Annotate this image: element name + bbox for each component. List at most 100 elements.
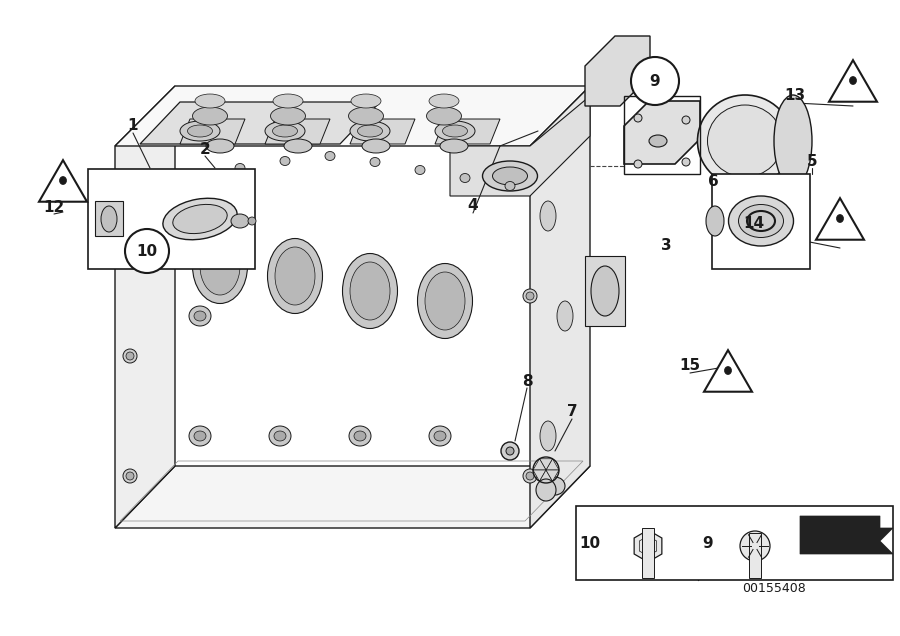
Ellipse shape — [235, 163, 245, 172]
Ellipse shape — [195, 94, 225, 108]
Polygon shape — [530, 86, 590, 528]
Polygon shape — [704, 350, 752, 392]
Polygon shape — [90, 216, 145, 251]
Polygon shape — [180, 119, 245, 144]
Ellipse shape — [557, 301, 573, 331]
Ellipse shape — [275, 247, 315, 305]
Ellipse shape — [418, 263, 472, 338]
Ellipse shape — [429, 426, 451, 446]
Ellipse shape — [429, 94, 459, 108]
Polygon shape — [39, 160, 87, 202]
Ellipse shape — [523, 469, 537, 483]
Ellipse shape — [350, 262, 390, 320]
Text: 10: 10 — [580, 536, 600, 551]
Polygon shape — [829, 60, 877, 102]
Ellipse shape — [415, 165, 425, 174]
Ellipse shape — [435, 121, 475, 141]
Ellipse shape — [126, 352, 134, 360]
Ellipse shape — [126, 232, 134, 240]
Polygon shape — [533, 459, 546, 470]
Ellipse shape — [265, 121, 305, 141]
Ellipse shape — [189, 306, 211, 326]
Text: 12: 12 — [43, 200, 65, 216]
Ellipse shape — [350, 121, 390, 141]
Ellipse shape — [706, 206, 724, 236]
Ellipse shape — [482, 161, 537, 191]
Ellipse shape — [248, 217, 256, 225]
Ellipse shape — [540, 201, 556, 231]
Ellipse shape — [173, 204, 227, 233]
Ellipse shape — [269, 426, 291, 446]
Polygon shape — [115, 466, 590, 528]
Ellipse shape — [273, 94, 303, 108]
Ellipse shape — [343, 254, 398, 329]
Ellipse shape — [836, 214, 843, 223]
Ellipse shape — [425, 272, 465, 330]
Ellipse shape — [273, 125, 298, 137]
Circle shape — [631, 57, 679, 105]
Ellipse shape — [267, 238, 322, 314]
Ellipse shape — [540, 421, 556, 451]
Ellipse shape — [351, 94, 381, 108]
Ellipse shape — [707, 105, 782, 177]
Ellipse shape — [634, 160, 642, 168]
Ellipse shape — [189, 426, 211, 446]
Ellipse shape — [190, 172, 200, 181]
Ellipse shape — [634, 114, 642, 122]
Ellipse shape — [526, 472, 534, 480]
Ellipse shape — [325, 151, 335, 160]
Text: 8: 8 — [522, 373, 532, 389]
Polygon shape — [546, 470, 559, 481]
Text: 3: 3 — [661, 238, 671, 254]
Polygon shape — [450, 96, 590, 196]
Polygon shape — [140, 102, 380, 144]
Ellipse shape — [682, 158, 690, 166]
Text: 6: 6 — [707, 174, 718, 188]
Text: 10: 10 — [137, 244, 157, 258]
Text: 1: 1 — [128, 118, 139, 134]
Text: 7: 7 — [567, 404, 577, 420]
Polygon shape — [265, 119, 330, 144]
Ellipse shape — [166, 228, 184, 244]
Ellipse shape — [362, 139, 390, 153]
Ellipse shape — [123, 469, 137, 483]
Polygon shape — [634, 530, 662, 562]
Ellipse shape — [271, 107, 305, 125]
Ellipse shape — [523, 289, 537, 303]
Polygon shape — [585, 256, 625, 326]
Ellipse shape — [434, 311, 446, 321]
Ellipse shape — [492, 167, 527, 185]
Text: 13: 13 — [785, 88, 806, 104]
Ellipse shape — [774, 95, 812, 187]
Ellipse shape — [434, 431, 446, 441]
Ellipse shape — [850, 76, 857, 85]
Ellipse shape — [460, 174, 470, 183]
Polygon shape — [350, 119, 415, 144]
Ellipse shape — [101, 206, 117, 232]
Ellipse shape — [443, 125, 467, 137]
Ellipse shape — [163, 198, 237, 240]
Polygon shape — [115, 86, 175, 528]
Bar — [88, 169, 255, 269]
Ellipse shape — [545, 477, 565, 495]
Ellipse shape — [284, 139, 312, 153]
Ellipse shape — [193, 107, 228, 125]
Circle shape — [125, 229, 169, 273]
Ellipse shape — [739, 205, 784, 237]
Bar — [749, 533, 761, 578]
Ellipse shape — [160, 222, 190, 250]
Ellipse shape — [59, 177, 67, 184]
Ellipse shape — [591, 266, 619, 316]
Ellipse shape — [357, 125, 382, 137]
Polygon shape — [435, 119, 500, 144]
Ellipse shape — [506, 447, 514, 455]
Ellipse shape — [123, 229, 137, 243]
Polygon shape — [533, 470, 546, 481]
Ellipse shape — [740, 531, 770, 561]
Polygon shape — [546, 459, 559, 470]
Ellipse shape — [193, 228, 248, 303]
Polygon shape — [816, 198, 864, 240]
Ellipse shape — [370, 158, 380, 167]
Text: 5: 5 — [806, 153, 817, 169]
Ellipse shape — [206, 139, 234, 153]
